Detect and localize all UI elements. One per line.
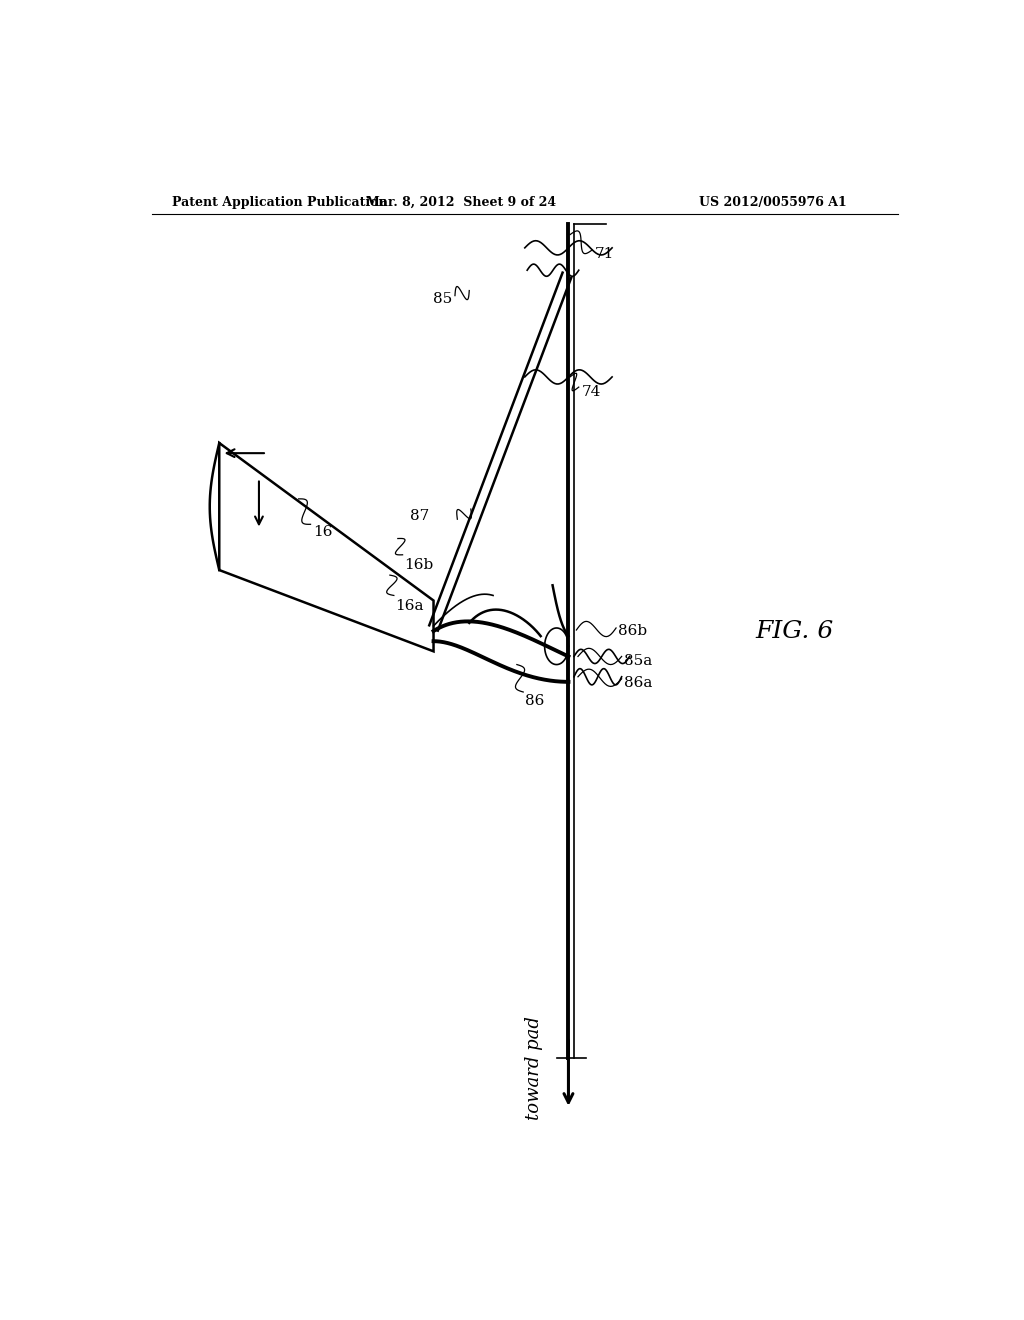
Text: 86a: 86a <box>624 676 652 690</box>
Text: US 2012/0055976 A1: US 2012/0055976 A1 <box>699 195 847 209</box>
Text: 16b: 16b <box>404 558 433 572</box>
Text: toward pad: toward pad <box>525 1016 544 1119</box>
Text: Patent Application Publication: Patent Application Publication <box>172 195 387 209</box>
Text: FIG. 6: FIG. 6 <box>756 619 834 643</box>
Text: 86b: 86b <box>618 624 647 638</box>
Text: 16a: 16a <box>395 598 424 612</box>
Text: 86: 86 <box>524 694 544 708</box>
Text: 74: 74 <box>582 385 601 399</box>
Polygon shape <box>219 444 433 651</box>
Text: Mar. 8, 2012  Sheet 9 of 24: Mar. 8, 2012 Sheet 9 of 24 <box>367 195 556 209</box>
Text: 85: 85 <box>432 292 452 306</box>
Text: 71: 71 <box>595 247 614 261</box>
Text: 85a: 85a <box>624 653 652 668</box>
Text: 16: 16 <box>313 525 333 540</box>
Text: 87: 87 <box>411 510 430 523</box>
